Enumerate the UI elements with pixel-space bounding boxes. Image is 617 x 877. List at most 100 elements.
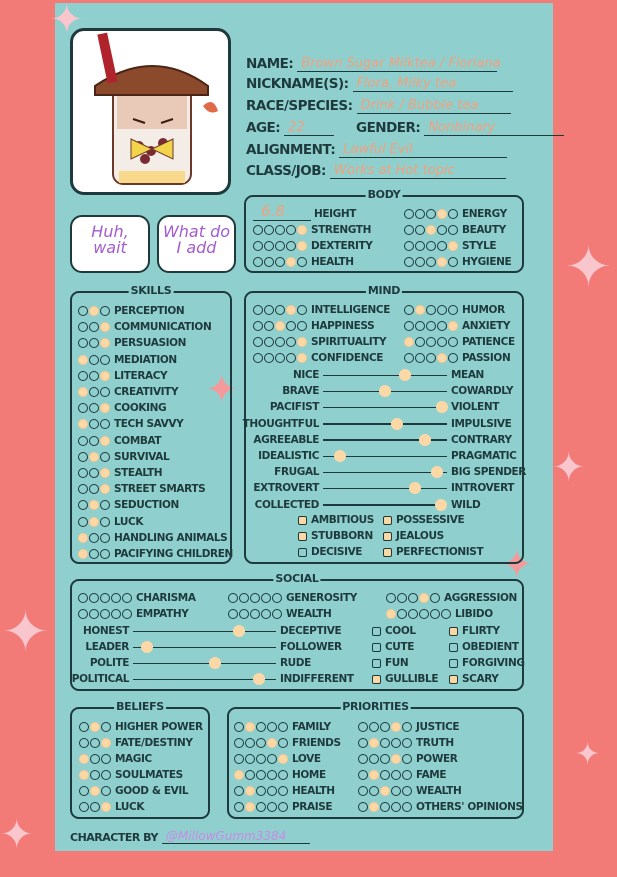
slider-track[interactable] bbox=[323, 423, 447, 425]
slider-track[interactable] bbox=[323, 471, 447, 474]
rating-dot[interactable] bbox=[286, 353, 296, 363]
checkbox[interactable] bbox=[449, 626, 458, 636]
rating-dot[interactable] bbox=[78, 370, 88, 381]
checkbox-row[interactable]: PERFECTIONIST bbox=[383, 544, 484, 560]
checkbox-row[interactable]: CUTE bbox=[372, 639, 414, 655]
rating-dot[interactable] bbox=[369, 754, 379, 764]
rating-dot[interactable] bbox=[90, 786, 100, 796]
checkbox[interactable] bbox=[298, 515, 307, 525]
rating-dot[interactable] bbox=[101, 738, 111, 748]
rating-dot[interactable] bbox=[272, 593, 282, 603]
checkbox[interactable] bbox=[449, 658, 458, 668]
rating-dot[interactable] bbox=[100, 419, 110, 430]
rating-dot[interactable] bbox=[448, 225, 458, 235]
rating-dot[interactable] bbox=[404, 321, 414, 331]
rating-dot[interactable] bbox=[404, 305, 414, 315]
rating-dot[interactable] bbox=[245, 754, 255, 764]
rating-dot[interactable] bbox=[78, 435, 88, 446]
rating-dot[interactable] bbox=[397, 609, 407, 619]
rating-dot[interactable] bbox=[100, 403, 110, 414]
rating-dot[interactable] bbox=[404, 209, 414, 219]
rating-dot[interactable] bbox=[369, 738, 379, 748]
rating-dot[interactable] bbox=[437, 353, 447, 363]
rating-dot[interactable] bbox=[253, 321, 263, 331]
rating-dot[interactable] bbox=[275, 257, 285, 267]
info-input[interactable]: Brown Sugar Milktea / Floriana bbox=[297, 56, 501, 72]
rating-dot[interactable] bbox=[408, 593, 418, 603]
rating-dot[interactable] bbox=[111, 609, 121, 619]
rating-dot[interactable] bbox=[90, 738, 100, 748]
rating-dot[interactable] bbox=[275, 241, 285, 251]
rating-dot[interactable] bbox=[89, 593, 99, 603]
rating-dot[interactable] bbox=[264, 353, 274, 363]
rating-dot[interactable] bbox=[100, 338, 110, 349]
rating-dot[interactable] bbox=[253, 241, 263, 251]
rating-dot[interactable] bbox=[408, 609, 418, 619]
rating-dot[interactable] bbox=[278, 722, 288, 732]
rating-dot[interactable] bbox=[78, 451, 88, 462]
rating-dot[interactable] bbox=[286, 241, 296, 251]
rating-dot[interactable] bbox=[426, 257, 436, 267]
rating-dot[interactable] bbox=[286, 257, 296, 267]
slider-handle[interactable] bbox=[436, 401, 449, 414]
rating-dot[interactable] bbox=[234, 786, 244, 796]
rating-dot[interactable] bbox=[391, 802, 401, 812]
rating-dot[interactable] bbox=[286, 337, 296, 347]
checkbox[interactable] bbox=[383, 515, 392, 525]
rating-dot[interactable] bbox=[426, 209, 436, 219]
rating-dot[interactable] bbox=[79, 738, 89, 748]
rating-dot[interactable] bbox=[437, 241, 447, 251]
rating-dot[interactable] bbox=[380, 754, 390, 764]
rating-dot[interactable] bbox=[78, 484, 88, 495]
rating-dot[interactable] bbox=[448, 321, 458, 331]
rating-dot[interactable] bbox=[404, 225, 414, 235]
info-input[interactable]: 22 bbox=[284, 120, 335, 136]
slider-handle[interactable] bbox=[418, 433, 431, 446]
rating-dot[interactable] bbox=[415, 209, 425, 219]
checkbox-row[interactable]: DECISIVE bbox=[298, 544, 362, 560]
slider-handle[interactable] bbox=[379, 385, 391, 398]
rating-dot[interactable] bbox=[391, 722, 401, 732]
rating-dot[interactable] bbox=[78, 516, 88, 527]
checkbox[interactable] bbox=[372, 658, 381, 668]
rating-dot[interactable] bbox=[90, 770, 100, 780]
slider-track[interactable] bbox=[323, 374, 447, 376]
rating-dot[interactable] bbox=[358, 722, 368, 732]
rating-dot[interactable] bbox=[448, 209, 458, 219]
rating-dot[interactable] bbox=[78, 306, 88, 316]
rating-dot[interactable] bbox=[89, 306, 99, 316]
rating-dot[interactable] bbox=[278, 786, 288, 796]
rating-dot[interactable] bbox=[380, 786, 390, 796]
rating-dot[interactable] bbox=[234, 754, 244, 764]
rating-dot[interactable] bbox=[100, 370, 110, 381]
info-input[interactable]: Drink / Bubble tea bbox=[356, 98, 511, 114]
checkbox-row[interactable]: AMBITIOUS bbox=[298, 512, 374, 528]
rating-dot[interactable] bbox=[78, 338, 88, 349]
rating-dot[interactable] bbox=[415, 305, 425, 315]
rating-dot[interactable] bbox=[234, 802, 244, 812]
rating-dot[interactable] bbox=[250, 593, 260, 603]
rating-dot[interactable] bbox=[275, 225, 285, 235]
rating-dot[interactable] bbox=[369, 722, 379, 732]
rating-dot[interactable] bbox=[402, 722, 412, 732]
rating-dot[interactable] bbox=[402, 802, 412, 812]
rating-dot[interactable] bbox=[100, 532, 110, 543]
rating-dot[interactable] bbox=[275, 321, 285, 331]
rating-dot[interactable] bbox=[79, 786, 89, 796]
rating-dot[interactable] bbox=[286, 321, 296, 331]
rating-dot[interactable] bbox=[78, 549, 88, 559]
rating-dot[interactable] bbox=[253, 305, 263, 315]
rating-dot[interactable] bbox=[437, 225, 447, 235]
rating-dot[interactable] bbox=[264, 321, 274, 331]
rating-dot[interactable] bbox=[234, 738, 244, 748]
rating-dot[interactable] bbox=[253, 337, 263, 347]
rating-dot[interactable] bbox=[369, 786, 379, 796]
rating-dot[interactable] bbox=[267, 786, 277, 796]
slider-track[interactable] bbox=[323, 406, 447, 409]
rating-dot[interactable] bbox=[101, 770, 111, 780]
rating-dot[interactable] bbox=[415, 225, 425, 235]
rating-dot[interactable] bbox=[437, 321, 447, 331]
slider-handle[interactable] bbox=[334, 450, 347, 462]
rating-dot[interactable] bbox=[264, 337, 274, 347]
rating-dot[interactable] bbox=[297, 225, 307, 235]
